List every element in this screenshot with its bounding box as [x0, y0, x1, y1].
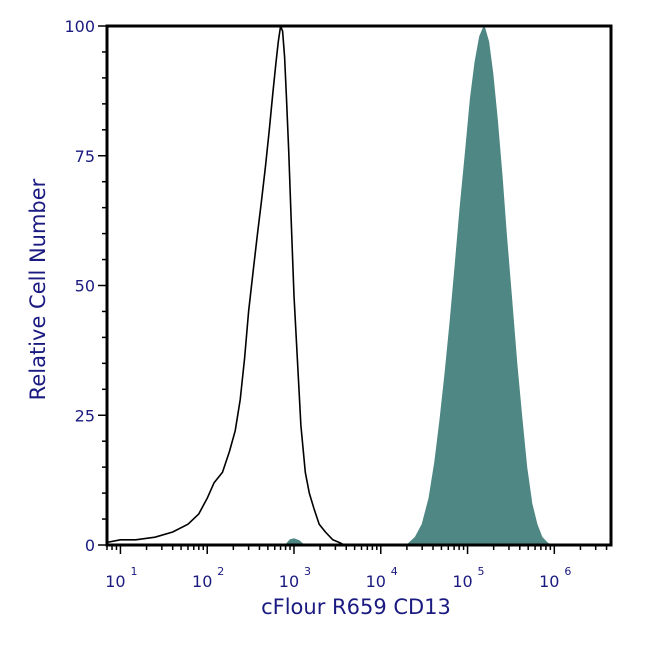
series-layer — [106, 24, 552, 546]
x-tick-exponent: 6 — [564, 565, 571, 578]
x-tick-exponent: 4 — [391, 565, 398, 578]
y-tick-label: 50 — [75, 277, 95, 296]
x-tick-exponent: 2 — [217, 565, 224, 578]
x-tick-exponent: 3 — [304, 565, 311, 578]
x-tick-label: 10 — [105, 572, 125, 591]
x-axis-title: cFlour R659 CD13 — [261, 595, 451, 619]
y-tick-label: 75 — [75, 147, 95, 166]
series-outline-0 — [106, 25, 345, 546]
x-tick-exponent: 5 — [478, 565, 485, 578]
x-tick-label: 10 — [539, 572, 559, 591]
x-axis: 10 1 10 2 10 3 10 4 10 5 10 6 — [105, 545, 608, 591]
y-tick-label: 100 — [64, 17, 95, 36]
y-axis: 0 25 50 75 100 — [64, 17, 107, 555]
x-tick-exponent: 1 — [130, 565, 137, 578]
x-tick-label: 10 — [279, 572, 299, 591]
x-tick-label: 10 — [452, 572, 472, 591]
y-axis-title: Relative Cell Number — [26, 178, 50, 400]
series-filled-1 — [405, 24, 552, 546]
y-tick-label: 0 — [85, 536, 95, 555]
plot-frame — [105, 24, 613, 547]
x-tick-label: 10 — [366, 572, 386, 591]
x-tick-label: 10 — [192, 572, 212, 591]
y-tick-label: 25 — [75, 406, 95, 425]
